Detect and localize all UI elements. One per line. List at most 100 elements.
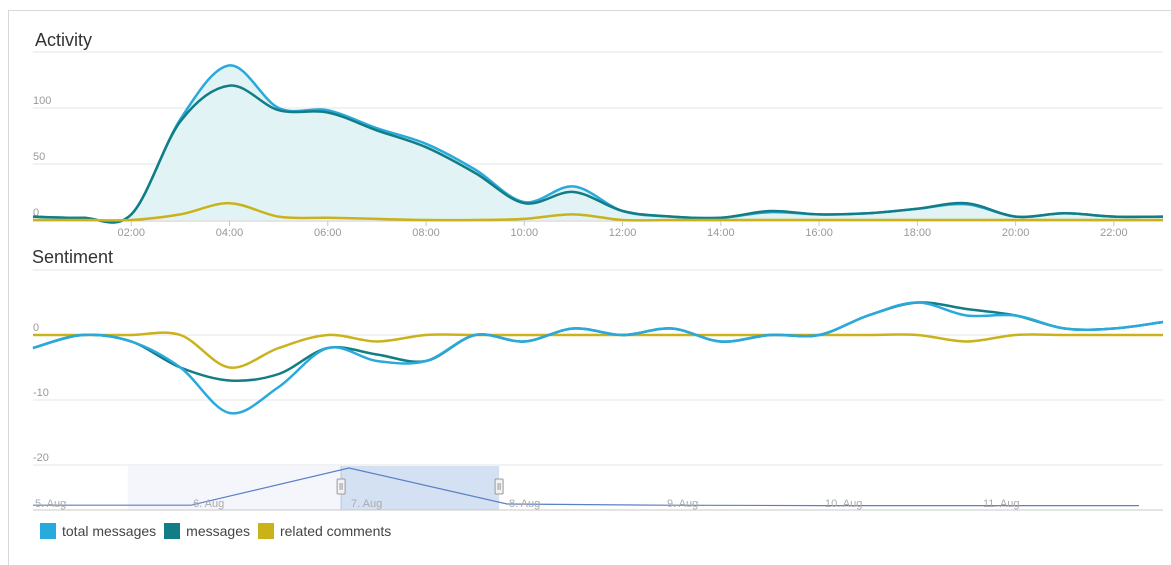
activity-point-related-comments[interactable] — [570, 211, 576, 217]
sentiment-point-related-comments[interactable] — [30, 332, 36, 338]
activity-point-related-comments[interactable] — [79, 217, 85, 223]
activity-point-messages[interactable] — [276, 107, 282, 113]
sentiment-point-total-messages[interactable] — [227, 410, 233, 416]
sentiment-point-total-messages[interactable] — [1160, 319, 1166, 325]
activity-point-related-comments[interactable] — [325, 215, 331, 221]
sentiment-point-total-messages[interactable] — [570, 326, 576, 332]
sentiment-point-messages[interactable] — [374, 352, 380, 358]
navigator-handle[interactable] — [336, 478, 346, 495]
sentiment-point-related-comments[interactable] — [570, 332, 576, 338]
sentiment-point-related-comments[interactable] — [521, 332, 527, 338]
navigator-date-label: 7. Aug — [351, 498, 382, 510]
sentiment-point-total-messages[interactable] — [1111, 326, 1117, 332]
activity-point-messages[interactable] — [521, 200, 527, 206]
sentiment-y-tick-label: -20 — [33, 452, 49, 464]
sentiment-point-total-messages[interactable] — [325, 345, 331, 351]
activity-point-related-comments[interactable] — [30, 217, 36, 223]
sentiment-point-related-comments[interactable] — [325, 332, 331, 338]
sentiment-point-messages[interactable] — [227, 378, 233, 384]
activity-point-related-comments[interactable] — [472, 217, 478, 223]
activity-point-messages[interactable] — [177, 118, 183, 124]
sentiment-point-total-messages[interactable] — [276, 384, 282, 390]
activity-series-related-comments[interactable] — [33, 201, 1163, 222]
sentiment-point-related-comments[interactable] — [718, 332, 724, 338]
activity-series-messages[interactable] — [32, 84, 1164, 224]
activity-point-total-messages[interactable] — [570, 183, 576, 189]
navigator-handle[interactable] — [494, 478, 504, 495]
activity-point-messages[interactable] — [227, 83, 233, 89]
sentiment-point-total-messages[interactable] — [767, 332, 773, 338]
legend-item-messages[interactable]: messages — [164, 523, 250, 539]
sentiment-point-related-comments[interactable] — [669, 332, 675, 338]
sentiment-point-related-comments[interactable] — [423, 332, 429, 338]
activity-point-messages[interactable] — [816, 211, 822, 217]
activity-point-related-comments[interactable] — [1160, 217, 1166, 223]
sentiment-point-total-messages[interactable] — [472, 332, 478, 338]
sentiment-point-total-messages[interactable] — [521, 339, 527, 345]
activity-point-messages[interactable] — [767, 208, 773, 214]
sentiment-point-total-messages[interactable] — [816, 332, 822, 338]
sentiment-point-related-comments[interactable] — [1111, 332, 1117, 338]
activity-point-related-comments[interactable] — [1062, 217, 1068, 223]
activity-x-tick-label: 02:00 — [117, 227, 145, 239]
activity-point-messages[interactable] — [914, 206, 920, 212]
sentiment-point-total-messages[interactable] — [718, 339, 724, 345]
legend-item-total-messages[interactable]: total messages — [40, 523, 156, 539]
activity-y-tick-label: 100 — [33, 95, 51, 107]
sentiment-point-total-messages[interactable] — [374, 358, 380, 364]
activity-point-messages[interactable] — [374, 127, 380, 133]
sentiment-point-related-comments[interactable] — [1013, 332, 1019, 338]
sentiment-point-total-messages[interactable] — [669, 326, 675, 332]
activity-point-related-comments[interactable] — [963, 217, 969, 223]
sentiment-point-total-messages[interactable] — [1062, 326, 1068, 332]
sentiment-point-related-comments[interactable] — [865, 332, 871, 338]
activity-point-messages[interactable] — [620, 208, 626, 214]
sentiment-point-total-messages[interactable] — [620, 332, 626, 338]
sentiment-point-related-comments[interactable] — [227, 365, 233, 371]
sentiment-point-total-messages[interactable] — [177, 365, 183, 371]
sentiment-series-related-comments[interactable] — [33, 331, 1163, 369]
navigator-selection[interactable] — [341, 466, 500, 510]
sentiment-point-related-comments[interactable] — [914, 332, 920, 338]
legend-swatch — [257, 523, 274, 539]
activity-point-messages[interactable] — [128, 211, 134, 217]
sentiment-point-total-messages[interactable] — [423, 358, 429, 364]
legend-item-related-comments[interactable]: related comments — [257, 523, 391, 539]
sentiment-point-total-messages[interactable] — [128, 339, 134, 345]
sentiment-point-total-messages[interactable] — [914, 300, 920, 306]
activity-point-messages[interactable] — [472, 170, 478, 176]
activity-x-tick-label: 08:00 — [412, 227, 440, 239]
sentiment-y-tick-label: -10 — [33, 387, 49, 399]
activity-point-messages[interactable] — [963, 200, 969, 206]
activity-point-total-messages[interactable] — [227, 62, 233, 68]
activity-point-related-comments[interactable] — [767, 217, 773, 223]
activity-point-related-comments[interactable] — [521, 216, 527, 222]
activity-point-messages[interactable] — [423, 144, 429, 150]
sentiment-point-messages[interactable] — [276, 371, 282, 377]
activity-point-messages[interactable] — [865, 210, 871, 216]
activity-point-related-comments[interactable] — [177, 211, 183, 217]
activity-point-related-comments[interactable] — [669, 217, 675, 223]
sentiment-point-related-comments[interactable] — [374, 339, 380, 345]
sentiment-point-related-comments[interactable] — [963, 339, 969, 345]
activity-point-related-comments[interactable] — [276, 214, 282, 220]
sentiment-point-related-comments[interactable] — [1160, 332, 1166, 338]
activity-point-related-comments[interactable] — [374, 216, 380, 222]
activity-point-related-comments[interactable] — [865, 217, 871, 223]
activity-point-messages[interactable] — [325, 109, 331, 115]
sentiment-point-total-messages[interactable] — [963, 313, 969, 319]
sentiment-point-related-comments[interactable] — [177, 332, 183, 338]
activity-point-messages[interactable] — [570, 189, 576, 195]
sentiment-point-related-comments[interactable] — [1062, 332, 1068, 338]
sentiment-series-total-messages[interactable] — [32, 301, 1164, 415]
sentiment-point-total-messages[interactable] — [865, 313, 871, 319]
sentiment-point-messages[interactable] — [963, 306, 969, 312]
sentiment-point-related-comments[interactable] — [276, 345, 282, 351]
sentiment-point-total-messages[interactable] — [79, 332, 85, 338]
activity-y-tick-label: 0 — [33, 207, 39, 219]
activity-point-related-comments[interactable] — [227, 200, 233, 206]
activity-point-messages[interactable] — [1062, 210, 1068, 216]
sentiment-point-related-comments[interactable] — [128, 332, 134, 338]
sentiment-point-total-messages[interactable] — [30, 345, 36, 351]
sentiment-point-total-messages[interactable] — [1013, 313, 1019, 319]
